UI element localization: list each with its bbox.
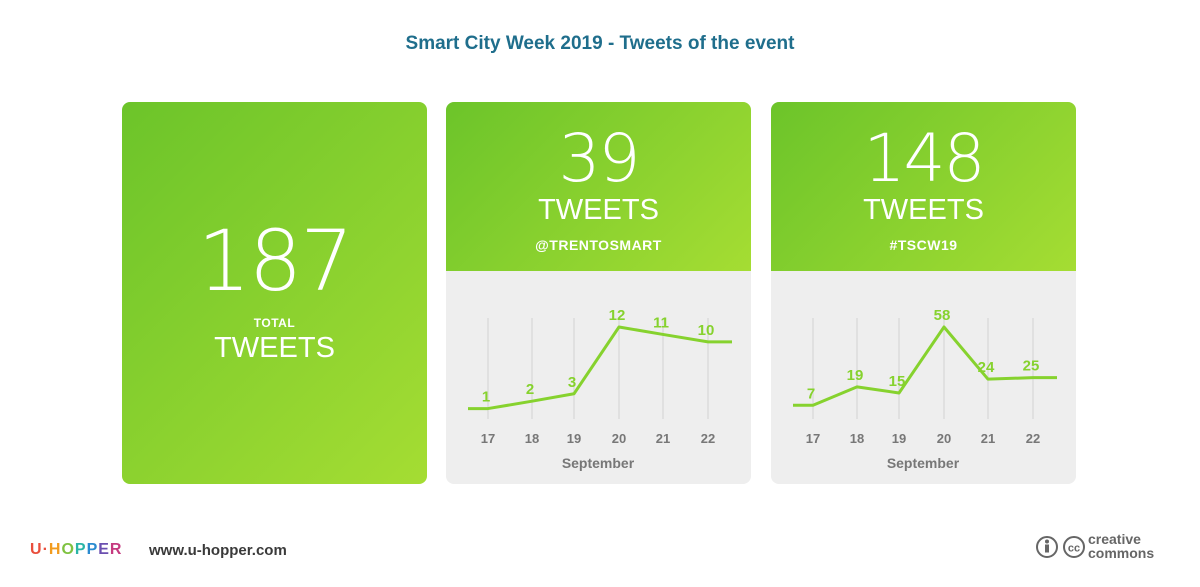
creative-commons-license: cc creative commons [1036,531,1154,561]
data-label: 10 [698,322,715,339]
x-tick-label: 20 [612,431,626,446]
x-axis-label: September [562,455,635,471]
total-tweets-card: 187 TOTAL TWEETS [122,102,427,484]
cc-text-commons: commons [1088,545,1154,561]
series-line [468,325,732,411]
tscw19-tweets-label: TWEETS [863,194,984,226]
logo-letter: P [86,541,99,558]
x-tick-label: 17 [481,431,495,446]
x-tick-label: 18 [525,431,539,446]
logo-letter: P [74,541,87,558]
logo-letter: R [109,541,123,558]
total-tweets-number: 187 [197,212,353,310]
x-tick-label: 17 [806,431,820,446]
tscw19-hashtag: #TSCW19 [889,237,958,253]
data-label: 2 [526,381,534,398]
cc-logo-icon: cc [1063,536,1085,558]
data-label: 25 [1023,358,1040,375]
trentosmart-card: 39 TWEETS @TRENTOSMART 1 2 3 12 11 10 17 18 19 20… [446,102,751,484]
trentosmart-card-header: 39 TWEETS @TRENTOSMART [446,102,751,271]
x-axis-label: September [887,455,960,471]
data-label: 11 [653,314,669,331]
x-tick-label: 22 [701,431,715,446]
page-title: Smart City Week 2019 - Tweets of the eve… [405,33,795,54]
total-small-label: TOTAL [253,316,296,330]
tscw19-line-chart: 7 19 15 58 24 25 17 18 19 20 21 22 September [793,307,1057,471]
x-tick-label: 21 [981,431,995,446]
cc-attribution-icon [1036,536,1058,558]
x-tick-label: 19 [892,431,906,446]
logo-letter: E [98,541,110,558]
logo-letter: U [30,541,43,558]
series-line [793,325,1057,407]
trentosmart-tweets-label: TWEETS [538,194,659,226]
data-label: 3 [568,374,576,391]
uhopper-logo: U·HOPPER [30,541,122,559]
svg-text:cc: cc [1068,543,1080,555]
tscw19-card: 148 TWEETS #TSCW19 7 19 15 58 24 25 17 18 19 20 21… [771,102,1076,484]
logo-letter: · [42,541,49,558]
trentosmart-handle: @TRENTOSMART [535,237,662,253]
tscw19-card-header: 148 TWEETS #TSCW19 [771,102,1076,271]
total-tweets-label: TWEETS [214,332,335,364]
data-label: 15 [889,373,906,390]
data-label: 7 [807,385,815,402]
x-tick-label: 22 [1026,431,1040,446]
x-tick-label: 20 [937,431,951,446]
data-label: 58 [934,307,951,324]
trentosmart-tweet-count: 39 [558,120,641,197]
tscw19-tweet-count: 148 [863,120,986,197]
data-label: 24 [978,359,995,376]
cc-text-creative: creative [1088,531,1141,547]
x-tick-label: 21 [656,431,670,446]
x-tick-label: 18 [850,431,864,446]
x-tick-label: 19 [567,431,581,446]
logo-letter: O [61,541,75,558]
footer-url-link[interactable]: www.u-hopper.com [149,542,287,559]
logo-letter: H [48,541,62,558]
data-label: 19 [847,367,864,384]
data-label: 12 [609,307,626,324]
data-label: 1 [482,389,490,406]
